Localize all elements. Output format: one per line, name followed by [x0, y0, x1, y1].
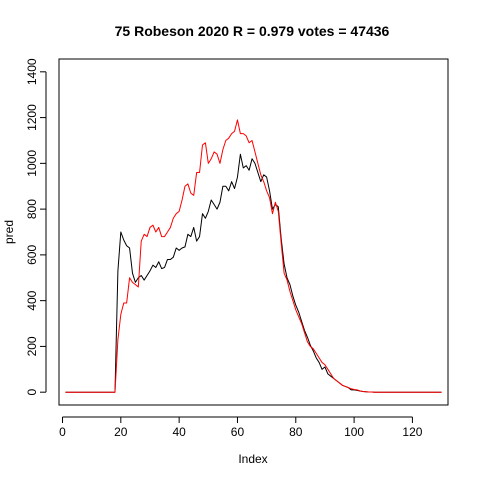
x-tick-label: 0 [59, 425, 66, 439]
y-tick-label: 1400 [25, 58, 39, 85]
series-line-1 [65, 154, 441, 392]
x-tick-label: 20 [114, 425, 128, 439]
x-tick-label: 60 [231, 425, 245, 439]
y-tick-label: 1200 [25, 104, 39, 131]
x-tick-label: 80 [289, 425, 303, 439]
y-tick-label: 400 [25, 290, 39, 310]
y-tick-label: 800 [25, 199, 39, 219]
x-tick-label: 40 [172, 425, 186, 439]
y-tick-label: 1000 [25, 150, 39, 177]
series-layer [65, 120, 441, 392]
x-tick-label: 100 [344, 425, 364, 439]
y-axis-label: pred [2, 220, 16, 244]
y-tick-label: 200 [25, 336, 39, 356]
y-tick-label: 600 [25, 245, 39, 265]
y-tick-label: 0 [25, 389, 39, 396]
y-axis: 0 200 400 600 800 1000 1200 1400 [25, 58, 46, 395]
x-tick-label: 120 [402, 425, 422, 439]
chart-title: 75 Robeson 2020 R = 0.979 votes = 47436 [115, 23, 390, 39]
x-axis: 0 20 40 60 80 100 120 [59, 417, 423, 439]
x-axis-label: Index [238, 452, 267, 466]
